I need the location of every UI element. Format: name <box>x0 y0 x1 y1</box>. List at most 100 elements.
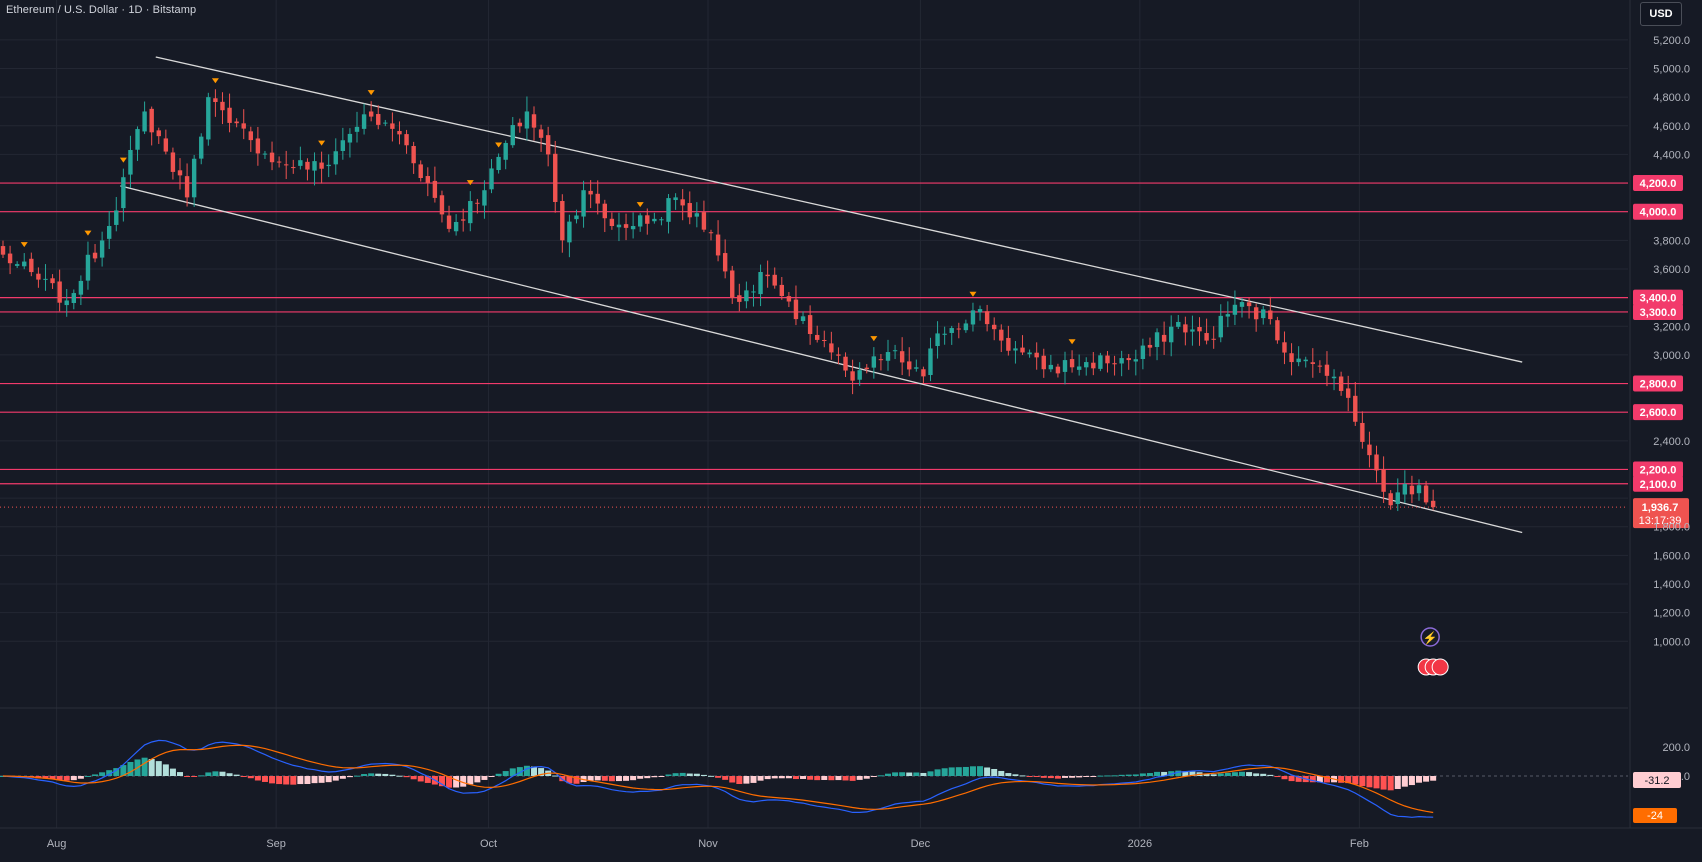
candle-body <box>85 254 91 281</box>
candle-body <box>1197 327 1202 332</box>
macd-histogram-bar <box>1090 776 1097 777</box>
price-tick-label: 2,400.0 <box>1653 436 1690 448</box>
candle-body <box>807 315 813 335</box>
currency-button[interactable]: USD <box>1640 2 1682 26</box>
candle-body <box>1069 359 1075 368</box>
macd-histogram-bar <box>623 776 630 781</box>
macd-histogram-bar <box>417 776 424 782</box>
level-label: 2,800.0 <box>1640 379 1677 391</box>
candle-body <box>1055 366 1061 374</box>
signal-marker <box>84 230 92 236</box>
us-flag-event-icon <box>1431 658 1449 676</box>
candle-body <box>1140 345 1146 360</box>
candle-body <box>1112 363 1117 365</box>
candle-body <box>984 311 990 325</box>
candle-body <box>489 168 494 190</box>
macd-histogram-bar <box>1019 775 1026 777</box>
macd-histogram-bar <box>1288 776 1295 782</box>
candle-body <box>496 156 501 171</box>
macd-histogram-bar <box>240 776 247 777</box>
macd-histogram-bar <box>297 776 304 785</box>
macd-histogram-bar <box>998 770 1005 776</box>
last-price: 1,936.713:17:39 <box>0 498 1689 529</box>
candle-body <box>64 300 69 306</box>
macd-histogram-bar <box>304 776 311 785</box>
candle-body <box>57 281 62 303</box>
candle-body <box>815 334 820 340</box>
candle-body <box>340 140 346 151</box>
macd-histogram-bar <box>254 776 261 781</box>
candle-body <box>503 142 508 160</box>
candle-body <box>269 152 275 163</box>
macd-histogram-bar <box>1069 776 1076 778</box>
candle-body <box>1331 376 1337 379</box>
candle-body <box>1268 310 1273 320</box>
candle-body <box>616 224 622 228</box>
level-label-bg <box>1633 475 1683 492</box>
macd-histogram-bar <box>481 776 488 780</box>
chart-title: Ethereum / U.S. Dollar · 1D · Bitstamp <box>6 4 197 16</box>
candle-body <box>156 130 161 137</box>
macd-hist-label-bg <box>1633 772 1681 788</box>
macd-histogram-bar <box>1231 772 1238 776</box>
candle-body <box>722 253 728 272</box>
candle-body <box>1374 454 1379 471</box>
macd-histogram-bar <box>389 774 396 776</box>
candle-body <box>772 274 777 286</box>
candle-body <box>680 199 685 206</box>
candle-body <box>822 339 827 341</box>
macd-histogram-bar <box>573 776 580 784</box>
macd-histogram-bar <box>410 776 417 780</box>
macd-histogram-bar <box>1323 776 1330 783</box>
level-label-bg <box>1633 203 1683 220</box>
macd-histogram-bar <box>523 765 530 776</box>
macd-histogram-bar <box>70 776 77 781</box>
candle-body <box>935 333 940 347</box>
macd-histogram-bar <box>1359 776 1366 787</box>
candle-body <box>907 361 912 370</box>
macd-histogram-bar <box>1281 776 1288 780</box>
candle-body <box>1388 493 1393 506</box>
macd-histogram-bar <box>311 776 318 784</box>
level-label-bg <box>1633 375 1683 392</box>
countdown-label: 13:17:39 <box>1639 515 1682 527</box>
level-label-bg <box>1633 461 1683 478</box>
signal-marker <box>119 157 127 163</box>
macd-histogram-bar <box>672 773 679 776</box>
candle-body <box>475 202 480 204</box>
time-tick-label: 2026 <box>1128 838 1152 850</box>
candle-body <box>737 295 742 302</box>
signal-marker <box>367 90 375 96</box>
price-axis: 1,000.0 1,200.0 1,400.0 1,600.0 1,800.0 2,400… <box>1653 35 1690 648</box>
macd-histogram-bar <box>1083 776 1090 777</box>
macd-histogram-bar <box>814 776 821 781</box>
candle-body <box>545 135 551 155</box>
macd-histogram-bar <box>1352 776 1359 785</box>
candle-body <box>715 234 721 256</box>
candle-body <box>1282 342 1287 353</box>
macd-histogram-bar <box>870 776 877 777</box>
macd-histogram-bar <box>715 776 722 778</box>
macd-histogram-bar <box>899 772 906 776</box>
candle-body <box>1161 334 1167 342</box>
macd-histogram-bar <box>396 775 403 777</box>
level-label: 3,400.0 <box>1640 293 1677 305</box>
macd-histogram-bar <box>1005 773 1012 776</box>
candle-body <box>1430 500 1436 508</box>
macd-histogram-bar <box>212 771 219 776</box>
candle-body <box>1423 485 1429 503</box>
price-tick-label: 1,200.0 <box>1653 608 1690 620</box>
macd-histogram-bar <box>559 776 566 782</box>
macd-signal-label-bg <box>1633 808 1677 823</box>
candle-body <box>1062 360 1068 372</box>
candle-body <box>892 350 898 352</box>
macd-histogram-bar <box>1260 773 1267 776</box>
candle-body <box>255 138 261 154</box>
candle-body <box>1041 355 1046 370</box>
time-tick-label: Sep <box>266 838 286 850</box>
macd-histogram-bar <box>120 765 127 776</box>
candle-body <box>78 280 84 295</box>
candle-body <box>425 176 430 184</box>
